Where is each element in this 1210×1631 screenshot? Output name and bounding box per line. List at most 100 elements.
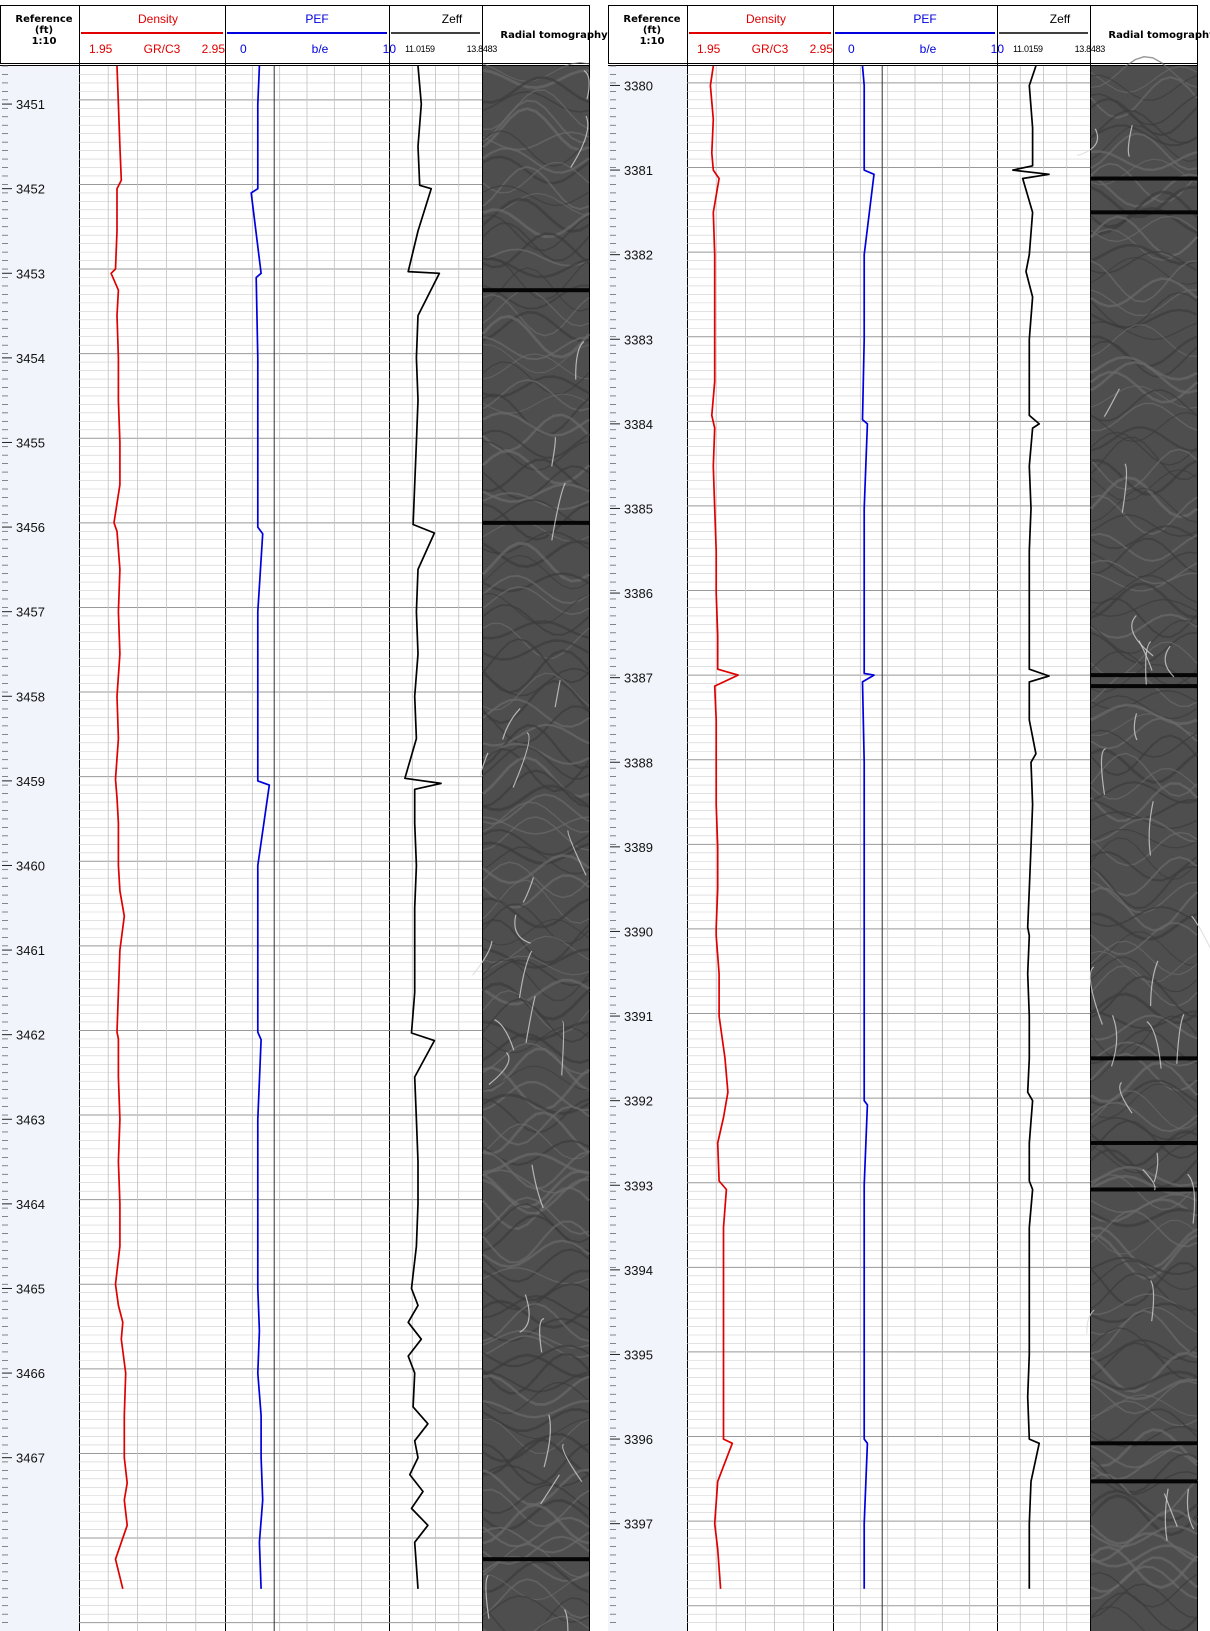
core-vein bbox=[562, 1443, 583, 1483]
core-image-bg bbox=[483, 66, 589, 1631]
reference-header: Reference (ft) 1:10 bbox=[4, 14, 84, 47]
core-texture-band bbox=[482, 353, 590, 380]
core-texture-band bbox=[1090, 1208, 1198, 1228]
core-texture-band bbox=[1090, 1473, 1198, 1517]
core-texture-band bbox=[1090, 93, 1198, 126]
core-texture-band bbox=[482, 1418, 590, 1440]
core-texture-band bbox=[482, 130, 590, 168]
core-texture-band bbox=[482, 256, 590, 301]
depth-tick-label: 3397 bbox=[624, 1517, 653, 1532]
core-texture-band bbox=[1090, 767, 1198, 800]
zeff-curve bbox=[1012, 65, 1050, 1589]
depth-ticks: 3451 3452 3453 3454 3455 3456 3457 3458 3459 3460… bbox=[2, 65, 45, 1623]
core-vein bbox=[1150, 960, 1159, 1007]
core-texture-band bbox=[482, 1526, 590, 1554]
core-texture-band bbox=[1090, 752, 1198, 797]
core-vein bbox=[1187, 1173, 1196, 1224]
core-texture-band bbox=[1089, 475, 1198, 519]
core-texture-band bbox=[482, 208, 590, 239]
core-texture-band bbox=[482, 959, 590, 987]
core-texture-band bbox=[1090, 459, 1198, 496]
core-texture-band bbox=[482, 289, 590, 327]
depth-tick-label: 3386 bbox=[624, 586, 653, 601]
zeff-min: 11.0159 bbox=[405, 44, 435, 54]
core-texture-band bbox=[482, 574, 590, 604]
pef-min: 0 bbox=[240, 42, 247, 56]
core-vein bbox=[1150, 1280, 1155, 1322]
radial-tomography-title: Radial tomography bbox=[1108, 30, 1210, 41]
core-texture-band bbox=[1090, 1370, 1198, 1391]
pef-min: 0 bbox=[848, 42, 855, 56]
core-texture-band bbox=[482, 1032, 590, 1064]
core-vein bbox=[1086, 1309, 1095, 1334]
depth-tick-label: 3458 bbox=[16, 689, 45, 704]
zeff-min: 11.0159 bbox=[1013, 44, 1043, 54]
depth-tick-label: 3393 bbox=[624, 1178, 653, 1193]
core-texture-band bbox=[482, 1196, 590, 1235]
core-texture-band bbox=[482, 784, 590, 812]
radial-tomography-image bbox=[1077, 55, 1210, 1631]
core-texture-band bbox=[1090, 1394, 1198, 1417]
core-fracture bbox=[1091, 684, 1197, 689]
core-texture-band bbox=[1089, 1494, 1199, 1537]
core-texture-band bbox=[482, 214, 590, 252]
core-texture-band bbox=[1090, 582, 1198, 619]
core-texture-band bbox=[1090, 1174, 1198, 1196]
core-texture-band bbox=[1090, 1309, 1198, 1355]
density-title: Density bbox=[745, 12, 787, 26]
depth-tick-label: 3388 bbox=[624, 755, 653, 770]
core-texture-band bbox=[482, 554, 590, 590]
horizontal-grid bbox=[687, 74, 1090, 1623]
core-texture-band bbox=[1090, 448, 1198, 491]
core-texture-band bbox=[1090, 206, 1198, 236]
core-vein bbox=[570, 115, 589, 168]
core-texture-band bbox=[482, 698, 590, 728]
core-texture-band bbox=[1090, 1272, 1198, 1313]
core-vein bbox=[1153, 1152, 1159, 1183]
core-texture-band bbox=[1090, 931, 1198, 966]
core-vein bbox=[518, 950, 533, 999]
core-texture-band bbox=[482, 639, 590, 661]
core-texture-band bbox=[482, 1344, 590, 1368]
core-texture-band bbox=[482, 1098, 590, 1134]
depth-tick-label: 3462 bbox=[16, 1028, 45, 1043]
core-texture-band bbox=[1090, 324, 1198, 357]
core-texture-band bbox=[482, 622, 590, 659]
core-texture-band bbox=[482, 1330, 590, 1349]
core-texture-band bbox=[482, 620, 590, 640]
core-texture-band bbox=[482, 1150, 590, 1191]
core-texture-band bbox=[1090, 956, 1198, 993]
core-texture-band bbox=[1090, 76, 1198, 119]
core-texture-band bbox=[481, 541, 590, 583]
core-vein bbox=[1127, 125, 1133, 157]
core-texture-band bbox=[482, 841, 590, 865]
core-texture-band bbox=[1090, 631, 1198, 664]
zeff-curve bbox=[404, 65, 442, 1589]
core-texture-band bbox=[1090, 1339, 1198, 1364]
core-fracture bbox=[1091, 176, 1197, 181]
core-texture-band bbox=[1090, 340, 1198, 378]
core-fracture bbox=[483, 288, 589, 293]
core-vein bbox=[554, 680, 561, 708]
zeff-max: 13.8483 bbox=[1074, 44, 1106, 54]
core-texture-band bbox=[1090, 1061, 1199, 1103]
core-vein bbox=[1110, 1015, 1118, 1067]
radial-tomography-image bbox=[472, 62, 591, 1631]
core-texture-band bbox=[1090, 259, 1198, 303]
core-texture-band bbox=[1090, 1400, 1198, 1427]
core-texture-band bbox=[482, 1578, 590, 1619]
core-vein bbox=[551, 437, 556, 467]
log-panel-right-svg: 3380 3381 3382 3383 3384 3385 3386 3387 3388 3389… bbox=[608, 5, 1210, 1631]
core-texture-band bbox=[1090, 431, 1198, 466]
core-vein bbox=[531, 1164, 544, 1209]
depth-tick-label: 3382 bbox=[624, 248, 653, 263]
core-vein bbox=[1191, 915, 1210, 949]
core-vein bbox=[1119, 1081, 1133, 1114]
core-texture-band bbox=[482, 107, 590, 152]
core-texture-band bbox=[1090, 906, 1198, 928]
core-texture-band bbox=[482, 1499, 590, 1531]
core-texture-band bbox=[1090, 992, 1198, 1025]
depth-tick-label: 3451 bbox=[16, 97, 45, 112]
core-texture-band bbox=[482, 572, 590, 593]
core-texture-band bbox=[1090, 1256, 1198, 1276]
